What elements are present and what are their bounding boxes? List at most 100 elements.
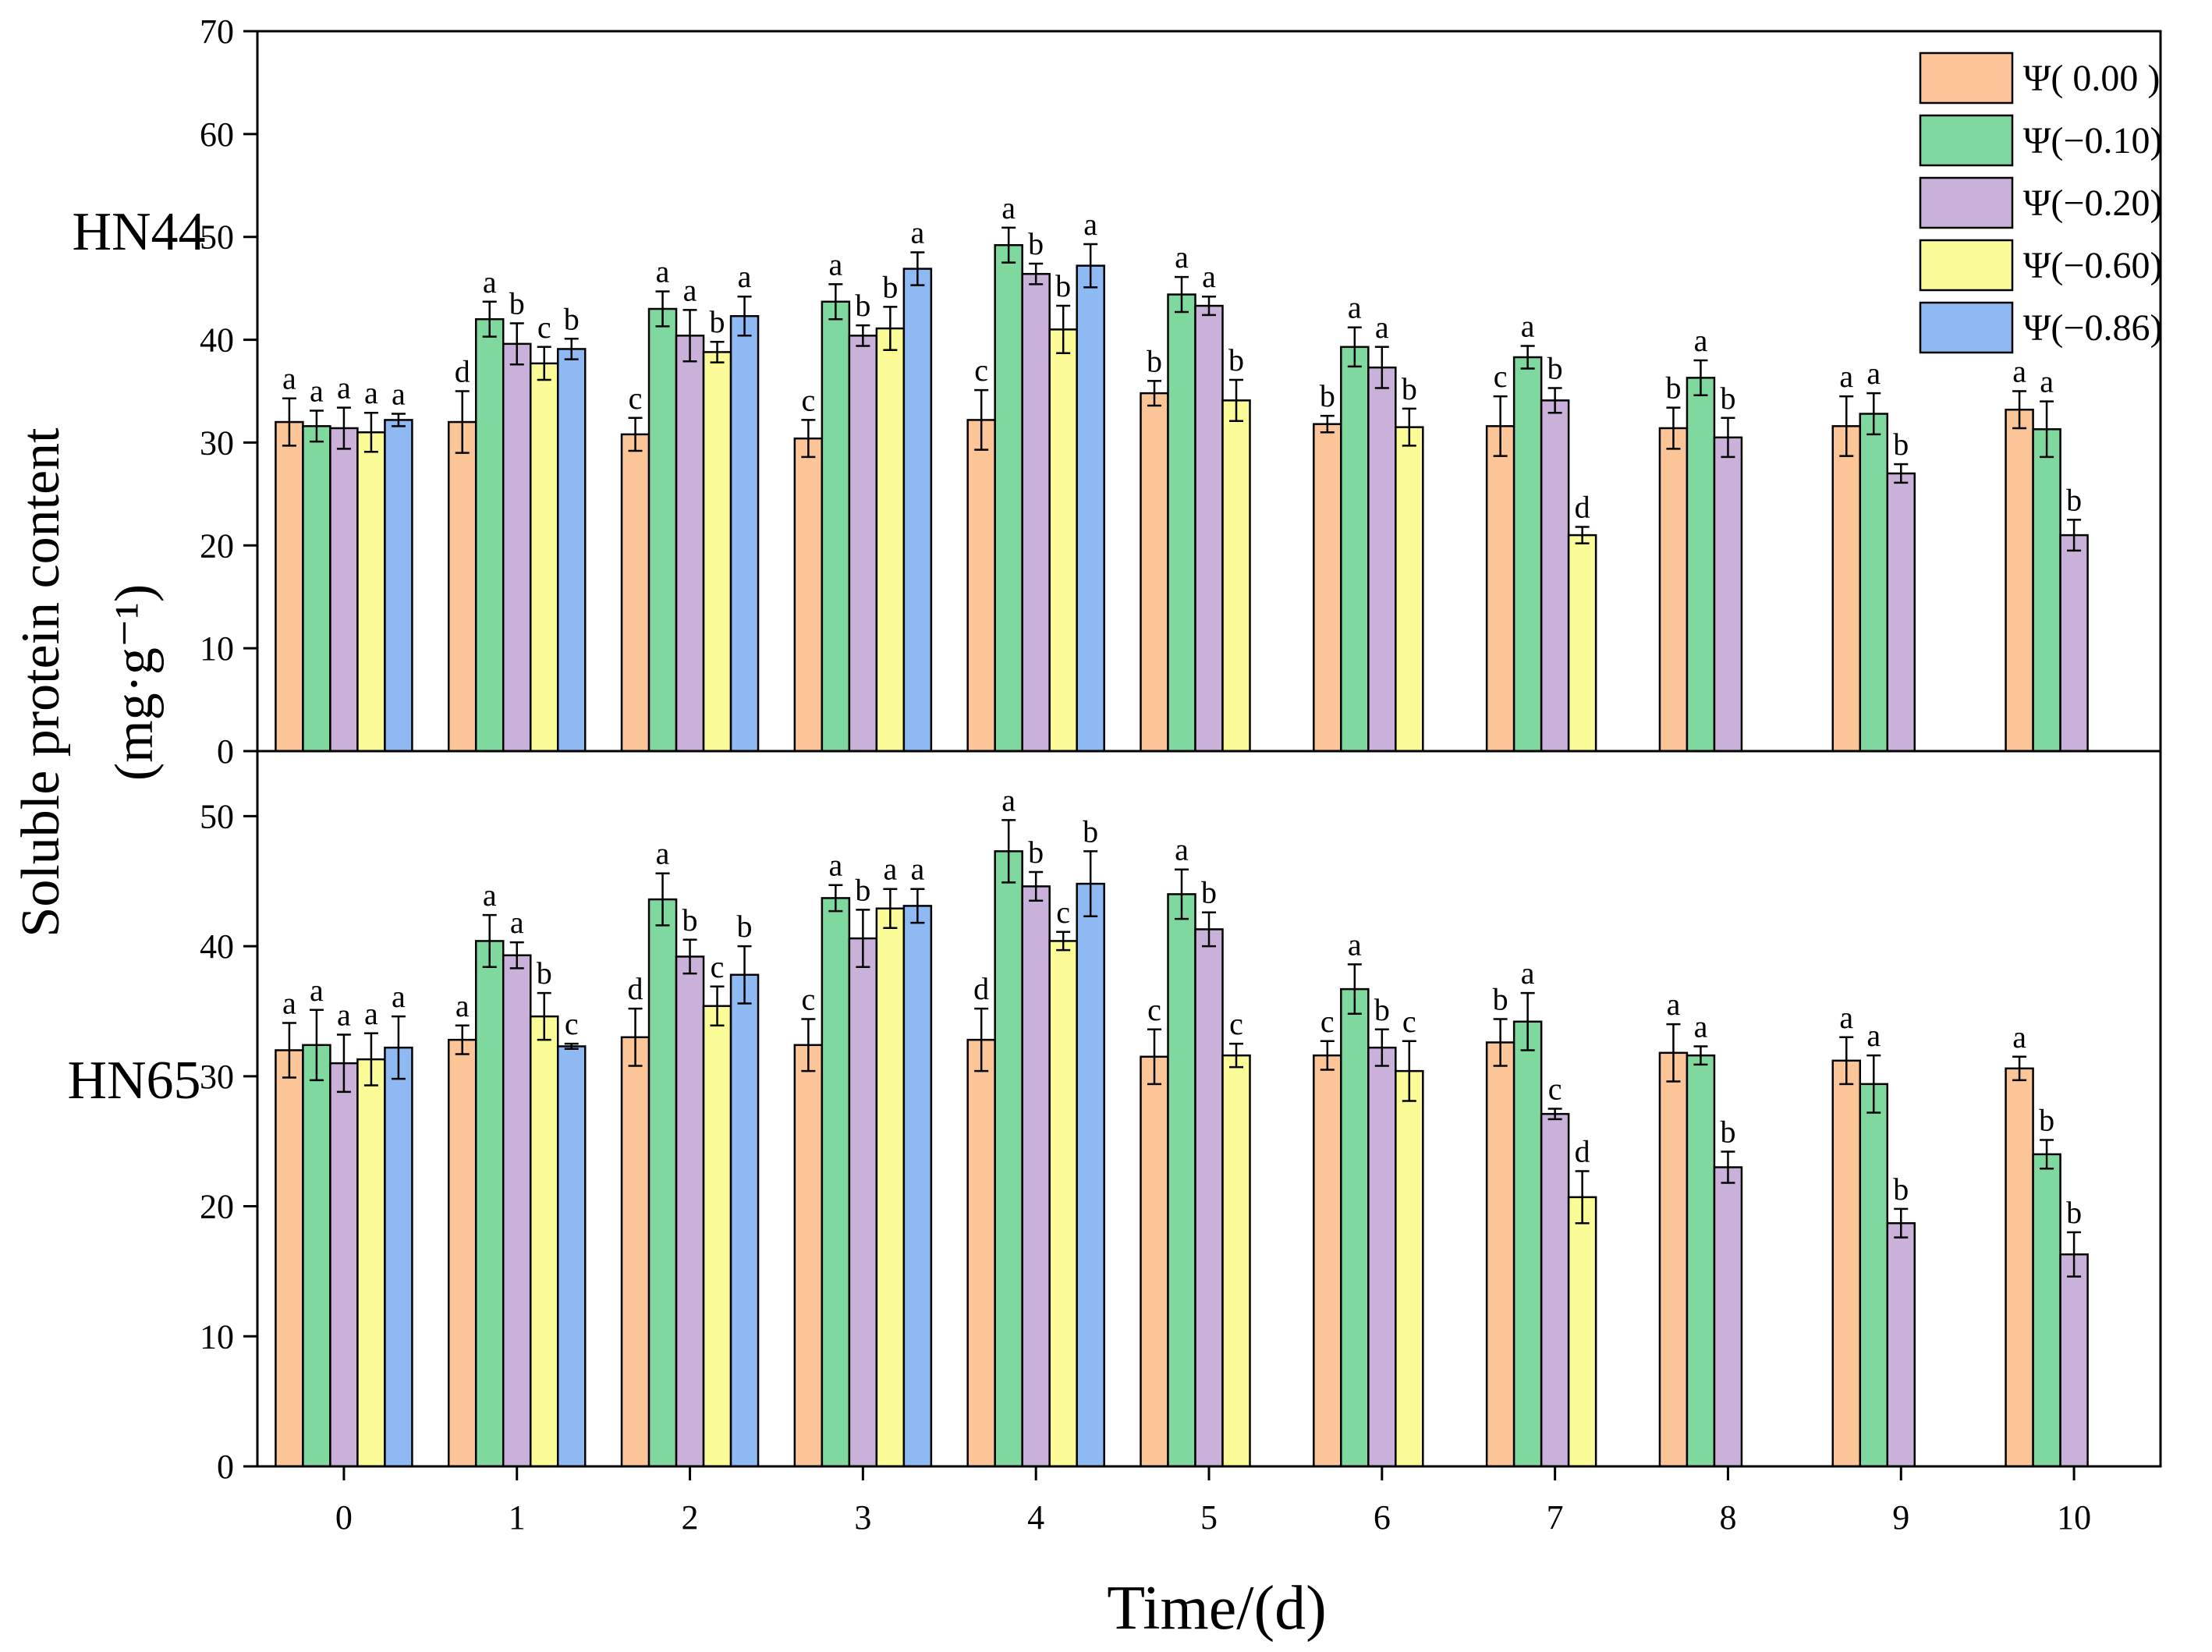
significance-label: c [1056, 895, 1070, 930]
bar [1367, 1046, 1397, 1468]
x-tick-label: 6 [1374, 1498, 1391, 1537]
y-tick-label: 20 [200, 526, 234, 565]
y-tick-label: 10 [200, 629, 234, 668]
y-tick-label: 60 [200, 115, 234, 154]
bar [1395, 426, 1424, 753]
bar [556, 348, 587, 753]
y-tick-label: 50 [200, 797, 234, 835]
significance-label: c [711, 949, 725, 984]
significance-label: b [682, 902, 698, 938]
significance-label: b [737, 909, 753, 944]
bar [994, 244, 1023, 753]
significance-label: a [1667, 987, 1681, 1022]
significance-label: c [1320, 1004, 1335, 1039]
significance-label: c [1548, 1072, 1562, 1107]
significance-label: b [2066, 482, 2082, 517]
significance-label: a [510, 905, 524, 940]
significance-label: b [1720, 1115, 1735, 1150]
bar [1713, 1166, 1743, 1468]
bar [1076, 264, 1105, 753]
significance-label: b [1893, 1172, 1909, 1207]
bar [902, 268, 933, 753]
bar [1048, 940, 1078, 1468]
x-tick-label: 5 [1200, 1498, 1218, 1537]
bar [1076, 882, 1105, 1468]
significance-label: b [2039, 1103, 2054, 1138]
significance-label: b [1147, 343, 1162, 378]
significance-label: a [1001, 190, 1016, 225]
significance-label: a [910, 214, 924, 250]
x-tick-label: 3 [854, 1498, 871, 1537]
bar [1567, 534, 1597, 753]
significance-label: a [364, 375, 378, 410]
bar [1859, 413, 1889, 753]
significance-label: a [310, 973, 324, 1008]
y-tick-label: 30 [200, 424, 234, 462]
significance-label: d [628, 971, 643, 1006]
x-axis-label: Time/(d) [1107, 1574, 1327, 1643]
significance-label: a [1521, 955, 1535, 991]
bar [702, 1005, 732, 1468]
x-tick-label: 7 [1547, 1498, 1564, 1537]
significance-label: b [855, 288, 870, 323]
significance-label: a [337, 370, 351, 406]
legend-entry: Ψ( 0.00 ) [2023, 58, 2160, 99]
bar [1512, 1020, 1543, 1468]
significance-label: a [1694, 323, 1708, 358]
bar [1340, 346, 1370, 753]
bar [474, 940, 505, 1468]
bar [902, 905, 933, 1468]
bar [821, 897, 851, 1468]
axes-layer: 0 10 20 30 40 50 60 70 0 10 20 30 40 50 0 1 2 3 4 5 6 7 8 9 10 [200, 12, 2162, 1537]
bar [2005, 1067, 2034, 1468]
legend-swatch [1919, 51, 2014, 105]
significance-label: a [1001, 782, 1016, 817]
legend-swatch [1919, 114, 2014, 167]
x-tick-label: 8 [1719, 1498, 1736, 1537]
legend-entry: Ψ(−0.20) [2023, 183, 2162, 224]
bar [647, 307, 678, 753]
y-axis-label-line2: (mg·g⁻¹) [105, 584, 165, 781]
bar [1686, 1054, 1716, 1468]
bar [1140, 392, 1169, 753]
significance-label: b [1083, 814, 1098, 849]
bar [1540, 399, 1570, 753]
legend-entry: Ψ(−0.86) [2023, 307, 2162, 349]
bar [1886, 472, 1916, 753]
significance-label: b [1720, 381, 1735, 416]
significance-label: a [1866, 356, 1881, 391]
bar [729, 973, 760, 1468]
y-tick-label: 40 [200, 321, 234, 360]
significance-label: a [282, 985, 296, 1020]
bar [2032, 1153, 2061, 1468]
significance-label: a [1083, 207, 1097, 242]
bar [384, 419, 413, 753]
significance-label: c [629, 381, 643, 416]
bar [1048, 328, 1078, 753]
bar [1886, 1221, 1916, 1468]
y-axis-label-line1: Soluble protein content [11, 427, 71, 938]
bar [994, 850, 1023, 1468]
significance-label: a [828, 246, 842, 282]
bar [356, 1058, 386, 1468]
bar [966, 419, 996, 753]
bar [329, 427, 359, 753]
significance-label: a [364, 996, 378, 1031]
significance-label: a [1175, 239, 1189, 275]
bar [2059, 534, 2089, 753]
y-tick-label: 20 [200, 1188, 234, 1226]
significance-label: b [564, 301, 580, 336]
significance-label: d [455, 354, 470, 389]
legend-entry: Ψ(−0.10) [2023, 120, 2162, 161]
bar [1859, 1083, 1889, 1468]
x-tick-label: 1 [509, 1498, 526, 1537]
bar [1313, 423, 1342, 753]
significance-label: a [392, 377, 406, 412]
bar [1658, 427, 1689, 753]
bar [275, 420, 304, 753]
legend-swatch [1919, 176, 2014, 229]
significance-label: c [1494, 359, 1508, 394]
significance-label: b [537, 955, 552, 991]
bar [1713, 436, 1743, 753]
significance-label: a [310, 374, 324, 409]
